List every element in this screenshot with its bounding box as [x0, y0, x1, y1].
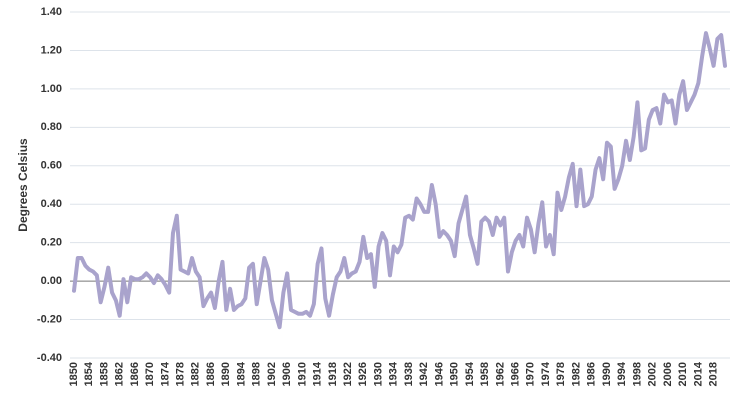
x-tick-label: 2014 [692, 361, 704, 386]
y-tick-label: 1.40 [41, 6, 62, 18]
x-tick-label: 1894 [235, 361, 247, 386]
x-tick-label: 2006 [662, 362, 674, 386]
x-tick-label: 1866 [129, 362, 141, 386]
x-tick-label: 1978 [555, 362, 567, 386]
x-tick-label: 1974 [540, 361, 552, 386]
x-tick-label: 1910 [296, 362, 308, 386]
x-tick-label: 1878 [175, 362, 187, 386]
x-tick-label: 1898 [251, 362, 263, 386]
x-tick-label: 1854 [83, 361, 95, 386]
x-tick-label: 1850 [68, 362, 80, 386]
y-tick-label: 0.20 [41, 237, 62, 249]
y-tick-label: 0.80 [41, 121, 62, 133]
x-tick-label: 2018 [707, 362, 719, 386]
y-axis-title: Degrees Celsius [16, 138, 30, 232]
y-tick-label: 1.20 [41, 44, 62, 56]
x-tick-label: 1858 [98, 362, 110, 386]
x-tick-label: 1862 [114, 362, 126, 386]
x-tick-label: 1870 [144, 362, 156, 386]
y-tick-label: 0.40 [41, 198, 62, 210]
x-tick-label: 1942 [418, 362, 430, 386]
x-tick-label: 1982 [570, 362, 582, 386]
x-tick-label: 1890 [220, 362, 232, 386]
x-tick-label: 1970 [525, 362, 537, 386]
y-tick-label: 0.00 [41, 275, 62, 287]
x-tick-label: 1962 [494, 362, 506, 386]
x-tick-label: 1938 [403, 362, 415, 386]
x-tick-label: 2002 [647, 362, 659, 386]
x-tick-label: 1922 [342, 362, 354, 386]
x-tick-label: 1926 [357, 362, 369, 386]
x-tick-label: 1874 [159, 361, 171, 386]
x-tick-label: 1950 [449, 362, 461, 386]
x-tick-label: 1882 [190, 362, 202, 386]
x-tick-label: 1954 [464, 361, 476, 386]
x-tick-label: 1946 [433, 362, 445, 386]
x-tick-label: 1914 [312, 361, 324, 386]
x-tick-label: 1986 [586, 362, 598, 386]
x-tick-label: 1966 [510, 362, 522, 386]
x-tick-label: 1886 [205, 362, 217, 386]
x-tick-label: 1934 [388, 361, 400, 386]
x-tick-label: 1998 [631, 362, 643, 386]
x-tick-label: 1930 [372, 362, 384, 386]
x-tick-label: 1918 [327, 362, 339, 386]
x-tick-label: 1906 [281, 362, 293, 386]
y-tick-label: 0.60 [41, 160, 62, 172]
y-tick-label: 1.00 [41, 83, 62, 95]
x-tick-label: 1958 [479, 362, 491, 386]
x-tick-label: 1994 [616, 361, 628, 386]
y-tick-label: -0.40 [37, 352, 62, 364]
x-tick-label: 2010 [677, 362, 689, 386]
series-line [72, 31, 727, 330]
x-tick-label: 1990 [601, 362, 613, 386]
y-tick-label: -0.20 [37, 313, 62, 325]
x-tick-label: 1902 [266, 362, 278, 386]
